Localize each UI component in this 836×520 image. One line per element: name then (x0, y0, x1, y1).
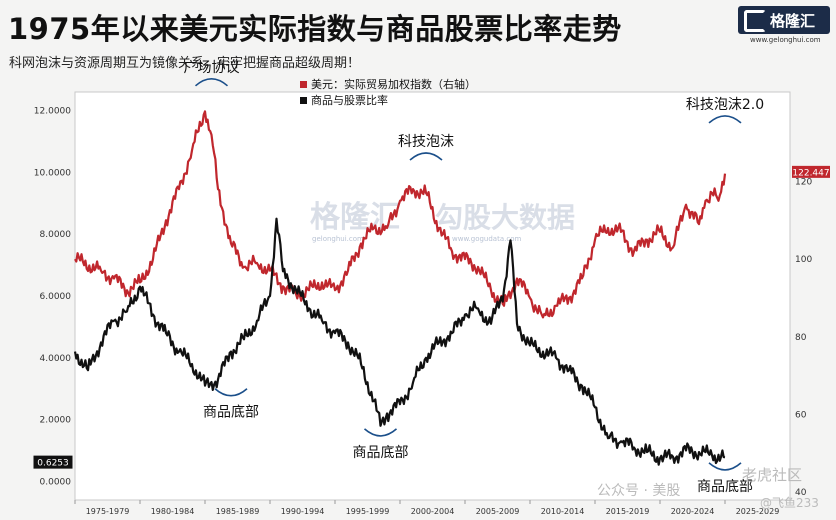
footer-user: @飞鱼233 (760, 496, 819, 510)
legend-swatch (300, 81, 307, 88)
left-axis: 0.0000 2.0000 4.0000 6.0000 8.0000 10.0000 12.… (34, 107, 71, 488)
legend-label: 商品与股票比率 (311, 93, 388, 107)
x-tick-label: 1980-1984 (151, 507, 195, 516)
annotation-arc (708, 462, 742, 471)
legend-label: 美元：实际贸易加权指数（右轴） (311, 77, 476, 91)
x-tick-label: 2010-2014 (541, 507, 585, 516)
left-tick-label: 2.0000 (40, 416, 72, 426)
dollar-series-line (74, 110, 727, 319)
x-tick-label: 2000-2004 (411, 507, 455, 516)
watermark-product: 勾股大数据 (435, 201, 575, 234)
logo-url: www.gelonghui.com (750, 36, 821, 44)
left-tick-label: 4.0000 (40, 354, 72, 364)
footer-wechat: 公众号 · 美股 (597, 483, 681, 499)
annotation-arc (708, 115, 742, 124)
x-tick-label: 1985-1989 (216, 507, 260, 516)
right-tick-label: 100 (795, 255, 812, 265)
x-tick-label: 2025-2029 (736, 507, 780, 516)
annotation-label: 商品底部 (697, 479, 753, 495)
ratio-end-label-box (33, 455, 73, 469)
dollar-end-label: 122.447 (792, 168, 829, 178)
x-tick-label: 2020-2024 (671, 507, 715, 516)
brand-logo: 格隆汇 (738, 6, 830, 34)
left-tick-label: 10.0000 (34, 168, 71, 178)
x-tick-label: 2015-2019 (606, 507, 650, 516)
legend-swatch (300, 97, 307, 104)
x-axis: 1975-1979 1980-1984 1985-1989 1990-1994 1995… (74, 500, 780, 516)
left-tick-label: 0.0000 (40, 477, 72, 487)
ratio-series-line (73, 217, 726, 466)
annotation-arc (214, 388, 248, 397)
annotation-label: 商品底部 (353, 445, 409, 461)
left-tick-label: 12.0000 (34, 107, 71, 117)
annotation-label: 科技泡沫2.0 (686, 97, 764, 113)
dollar-end-label-box (792, 165, 830, 178)
logo-g-icon (744, 10, 766, 32)
x-tick-label: 1990-1994 (281, 507, 325, 516)
page-subtitle: 科网泡沫与资源周期互为镜像关系，牢牢把握商品超级周期！ (9, 56, 361, 71)
annotation-label: 广场协议 (184, 60, 240, 76)
annotation-arc (409, 152, 443, 161)
x-tick-label: 1975-1979 (86, 507, 130, 516)
watermark-product-url: www.gogudata.com (452, 235, 521, 243)
x-tick-label: 2005-2009 (476, 507, 520, 516)
x-tick-label: 1995-1999 (346, 507, 390, 516)
right-tick-label: 40 (795, 488, 807, 498)
series-lines (73, 110, 727, 466)
chart-frame (74, 91, 791, 501)
annotation-arc (194, 78, 229, 87)
annotation-arc (363, 428, 398, 437)
legend: 美元：实际贸易加权指数（右轴） 商品与股票比率 (300, 77, 476, 107)
right-tick-label: 120 (795, 177, 812, 187)
annotation-label: 商品底部 (203, 405, 259, 421)
page-title: 1975年以来美元实际指数与商品股票比率走势 (8, 12, 622, 46)
ratio-end-label: 0.6253 (37, 459, 69, 469)
left-tick-label: 8.0000 (40, 230, 72, 240)
right-tick-label: 60 (795, 411, 807, 421)
end-labels: 0.6253 122.447 (33, 165, 830, 469)
footer-source: 老虎社区 (742, 466, 803, 484)
left-tick-label: 6.0000 (40, 292, 72, 302)
right-tick-label: 80 (795, 333, 807, 343)
annotation-label: 科技泡沫 (398, 134, 454, 150)
watermark-brand-sub: gelonghui.com (312, 235, 364, 243)
right-axis: 40 60 80 100 120 (795, 177, 812, 498)
plot-area (74, 91, 791, 501)
watermark-brand: 格隆汇 (310, 200, 400, 235)
logo-text: 格隆汇 (770, 12, 816, 30)
